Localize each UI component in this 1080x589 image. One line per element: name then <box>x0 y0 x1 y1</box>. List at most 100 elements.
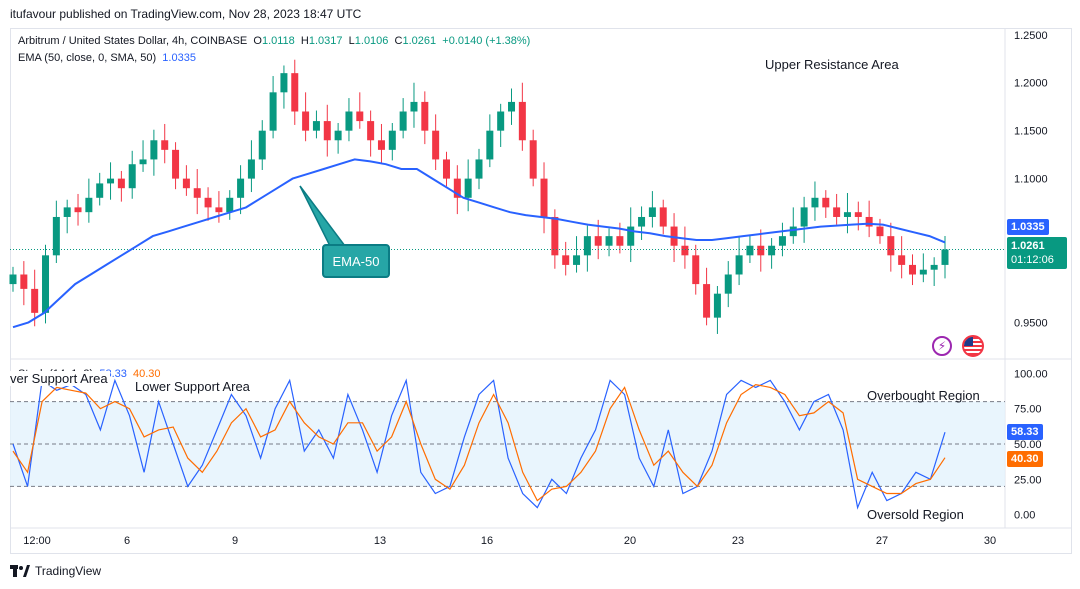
candle-body <box>573 255 581 265</box>
tradingview-logo-text: TradingView <box>35 564 102 578</box>
candle-body <box>52 216 60 256</box>
tradingview-logo[interactable]: TradingView <box>10 564 101 578</box>
candle-body <box>508 101 516 112</box>
time-tick-label: 27 <box>876 535 888 547</box>
candle-body <box>919 269 927 275</box>
time-tick-label: 20 <box>624 535 636 547</box>
chart-frame <box>10 28 1072 554</box>
candle-body <box>193 188 201 198</box>
candle-body <box>302 111 310 131</box>
candle-body <box>703 284 711 318</box>
stoch-tick-label: 50.00 <box>1014 439 1042 451</box>
candle-body <box>724 274 732 294</box>
overbought-label: Overbought Region <box>867 388 980 403</box>
oversold-label: Oversold Region <box>867 507 964 522</box>
ema-callout: EMA-50 <box>322 244 390 278</box>
ema-50-line <box>12 158 946 329</box>
candle-body <box>887 236 895 256</box>
stoch-d-line <box>12 383 946 502</box>
candle-body <box>562 255 570 265</box>
candle-body <box>367 121 375 141</box>
candle-body <box>182 178 190 189</box>
candle-body <box>258 130 266 160</box>
candle-body <box>63 207 71 217</box>
candle-body <box>20 274 28 289</box>
lower-support-label: Lower Support Area <box>135 379 250 394</box>
candle-body <box>172 149 180 179</box>
candle-body <box>789 226 797 237</box>
upper-resistance-label: Upper Resistance Area <box>765 57 899 72</box>
high-value: 1.0317 <box>308 35 343 47</box>
candle-body <box>269 92 277 131</box>
candle-body <box>453 178 461 198</box>
candle-body <box>399 111 407 131</box>
candle-body <box>215 207 223 213</box>
stoch-k-line <box>12 378 946 510</box>
lightning-icon[interactable]: ⚡ <box>932 336 952 356</box>
candle-body <box>529 140 537 179</box>
last-price: 1.0261 <box>1011 240 1045 252</box>
symbol-title: Arbitrum / United States Dollar, 4h, COI… <box>18 35 248 47</box>
ema-callout-pointer <box>299 185 347 247</box>
candle-body <box>74 207 82 213</box>
stoch-k-badge: 58.33 <box>1007 424 1043 440</box>
price-tick-label: 1.2500 <box>1014 30 1048 42</box>
candle-body <box>616 236 624 246</box>
candle-body <box>377 140 385 150</box>
ema-label: EMA (50, close, 0, SMA, 50) <box>18 52 157 64</box>
time-tick-label: 13 <box>374 535 386 547</box>
candle-body <box>800 207 808 227</box>
candle-body <box>757 245 765 256</box>
candle-body <box>583 236 591 256</box>
stoch-tick-label: 100.00 <box>1014 368 1048 380</box>
candle-body <box>464 178 472 198</box>
candle-body <box>410 101 418 112</box>
close-value: 1.0261 <box>402 35 437 47</box>
time-tick-label: 16 <box>481 535 493 547</box>
candle-body <box>421 101 429 131</box>
candle-body <box>128 164 136 189</box>
candle-body <box>31 288 39 313</box>
candle-body <box>345 111 353 131</box>
candle-body <box>117 178 125 189</box>
us-flag-icon[interactable] <box>962 335 984 357</box>
symbol-info-line: Arbitrum / United States Dollar, 4h, COI… <box>18 35 531 47</box>
candle-body <box>670 226 678 246</box>
price-tick-label: 1.2000 <box>1014 78 1048 90</box>
candle-body <box>746 245 754 256</box>
candle-body <box>388 130 396 150</box>
candle-body <box>735 255 743 275</box>
open-value: 1.0118 <box>261 35 295 47</box>
candle-body <box>291 73 299 112</box>
candle-body <box>334 130 342 141</box>
candle-body <box>811 197 819 208</box>
candle-body <box>551 216 559 256</box>
candle-body <box>605 236 613 246</box>
candle-body <box>648 207 656 217</box>
time-tick-label: 30 <box>984 535 996 547</box>
candle-body <box>843 212 851 217</box>
low-value: 1.0106 <box>354 35 389 47</box>
candle-body <box>876 226 884 237</box>
candle-body <box>226 197 234 213</box>
candle-body <box>898 255 906 265</box>
candle-body <box>9 274 17 285</box>
candle-body <box>518 101 526 141</box>
stoch-tick-label: 0.00 <box>1014 510 1035 522</box>
candle-body <box>908 264 916 275</box>
candle-body <box>161 140 169 150</box>
candle-body <box>204 197 212 208</box>
candle-body <box>42 255 50 313</box>
candle-body <box>442 159 450 179</box>
candle-body <box>941 249 949 265</box>
candle-body <box>594 236 602 246</box>
candle-body <box>312 121 320 131</box>
candle-body <box>356 111 364 122</box>
stoch-d-badge: 40.30 <box>1007 451 1043 467</box>
candle-body <box>280 73 288 93</box>
time-tick-label: 9 <box>232 535 238 547</box>
ema-value: 1.0335 <box>162 52 196 64</box>
candle-body <box>486 130 494 160</box>
lower-support-left-label: ver Support Area <box>10 371 110 386</box>
